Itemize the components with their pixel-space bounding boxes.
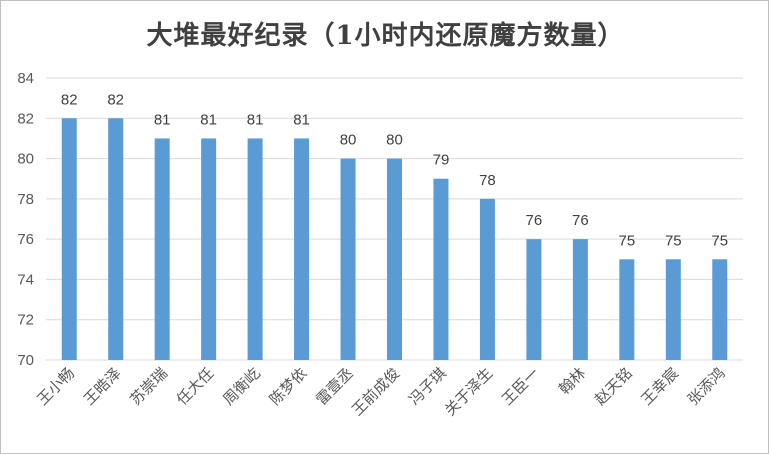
data-label: 75 xyxy=(665,232,682,249)
bar xyxy=(619,259,635,360)
x-tick-label: 周衡屹 xyxy=(219,364,264,409)
x-tick-label: 王小畅 xyxy=(34,364,79,409)
data-label: 76 xyxy=(526,212,543,229)
x-tick-label: 王臣一 xyxy=(498,364,543,409)
x-tick-label: 苏崇瑞 xyxy=(126,364,171,409)
bar xyxy=(108,118,124,361)
data-label: 81 xyxy=(200,111,217,128)
bar xyxy=(665,259,681,360)
data-label: 80 xyxy=(386,132,403,149)
bar xyxy=(61,118,77,361)
bar xyxy=(294,138,310,360)
y-tick-label: 84 xyxy=(17,70,34,87)
x-tick-label: 王前成俊 xyxy=(348,364,403,419)
bar xyxy=(247,138,263,360)
y-axis: 70 72 74 76 78 80 82 84 xyxy=(17,70,34,369)
y-tick-label: 80 xyxy=(17,151,34,168)
data-label: 81 xyxy=(247,111,264,128)
x-tick-label: 赵天铭 xyxy=(591,364,636,409)
bar xyxy=(712,259,728,360)
bars xyxy=(61,118,728,361)
x-tick-label: 王晧泽 xyxy=(80,364,125,409)
data-label: 76 xyxy=(572,212,589,229)
data-label: 81 xyxy=(154,111,171,128)
data-label: 79 xyxy=(433,152,450,169)
data-label: 82 xyxy=(107,91,124,108)
y-tick-label: 76 xyxy=(17,231,34,248)
x-tick-label: 陈梦依 xyxy=(266,364,311,409)
x-tick-label: 张添鸿 xyxy=(684,364,729,409)
bar xyxy=(433,178,449,360)
bar xyxy=(154,138,170,360)
y-tick-label: 78 xyxy=(17,191,34,208)
x-tick-label: 任大任 xyxy=(173,364,218,409)
data-label: 75 xyxy=(618,232,635,249)
bar xyxy=(572,239,588,360)
x-tick-label: 冯子琪 xyxy=(405,364,450,409)
x-tick-label: 王幸宸 xyxy=(638,364,683,409)
chart-title: 大堆最好纪录（1小时内还原魔方数量） xyxy=(146,21,625,51)
bar xyxy=(479,198,495,360)
y-tick-label: 70 xyxy=(17,352,34,369)
data-label: 82 xyxy=(61,91,78,108)
y-tick-label: 72 xyxy=(17,312,34,329)
data-labels: 82 82 81 81 81 81 80 80 79 78 76 76 75 75 75 xyxy=(61,91,728,249)
data-label: 80 xyxy=(340,132,357,149)
y-tick-label: 82 xyxy=(17,110,34,127)
bar xyxy=(340,158,356,360)
bar xyxy=(201,138,217,360)
x-tick-label: 关于泽生 xyxy=(441,364,496,419)
x-tick-label: 雷壹丞 xyxy=(312,364,357,409)
data-label: 78 xyxy=(479,172,496,189)
y-tick-label: 74 xyxy=(17,271,34,288)
x-tick-label: 翰林 xyxy=(555,364,589,398)
bar xyxy=(526,239,542,360)
bar xyxy=(387,158,402,360)
data-label: 75 xyxy=(711,232,728,249)
data-label: 81 xyxy=(293,111,310,128)
